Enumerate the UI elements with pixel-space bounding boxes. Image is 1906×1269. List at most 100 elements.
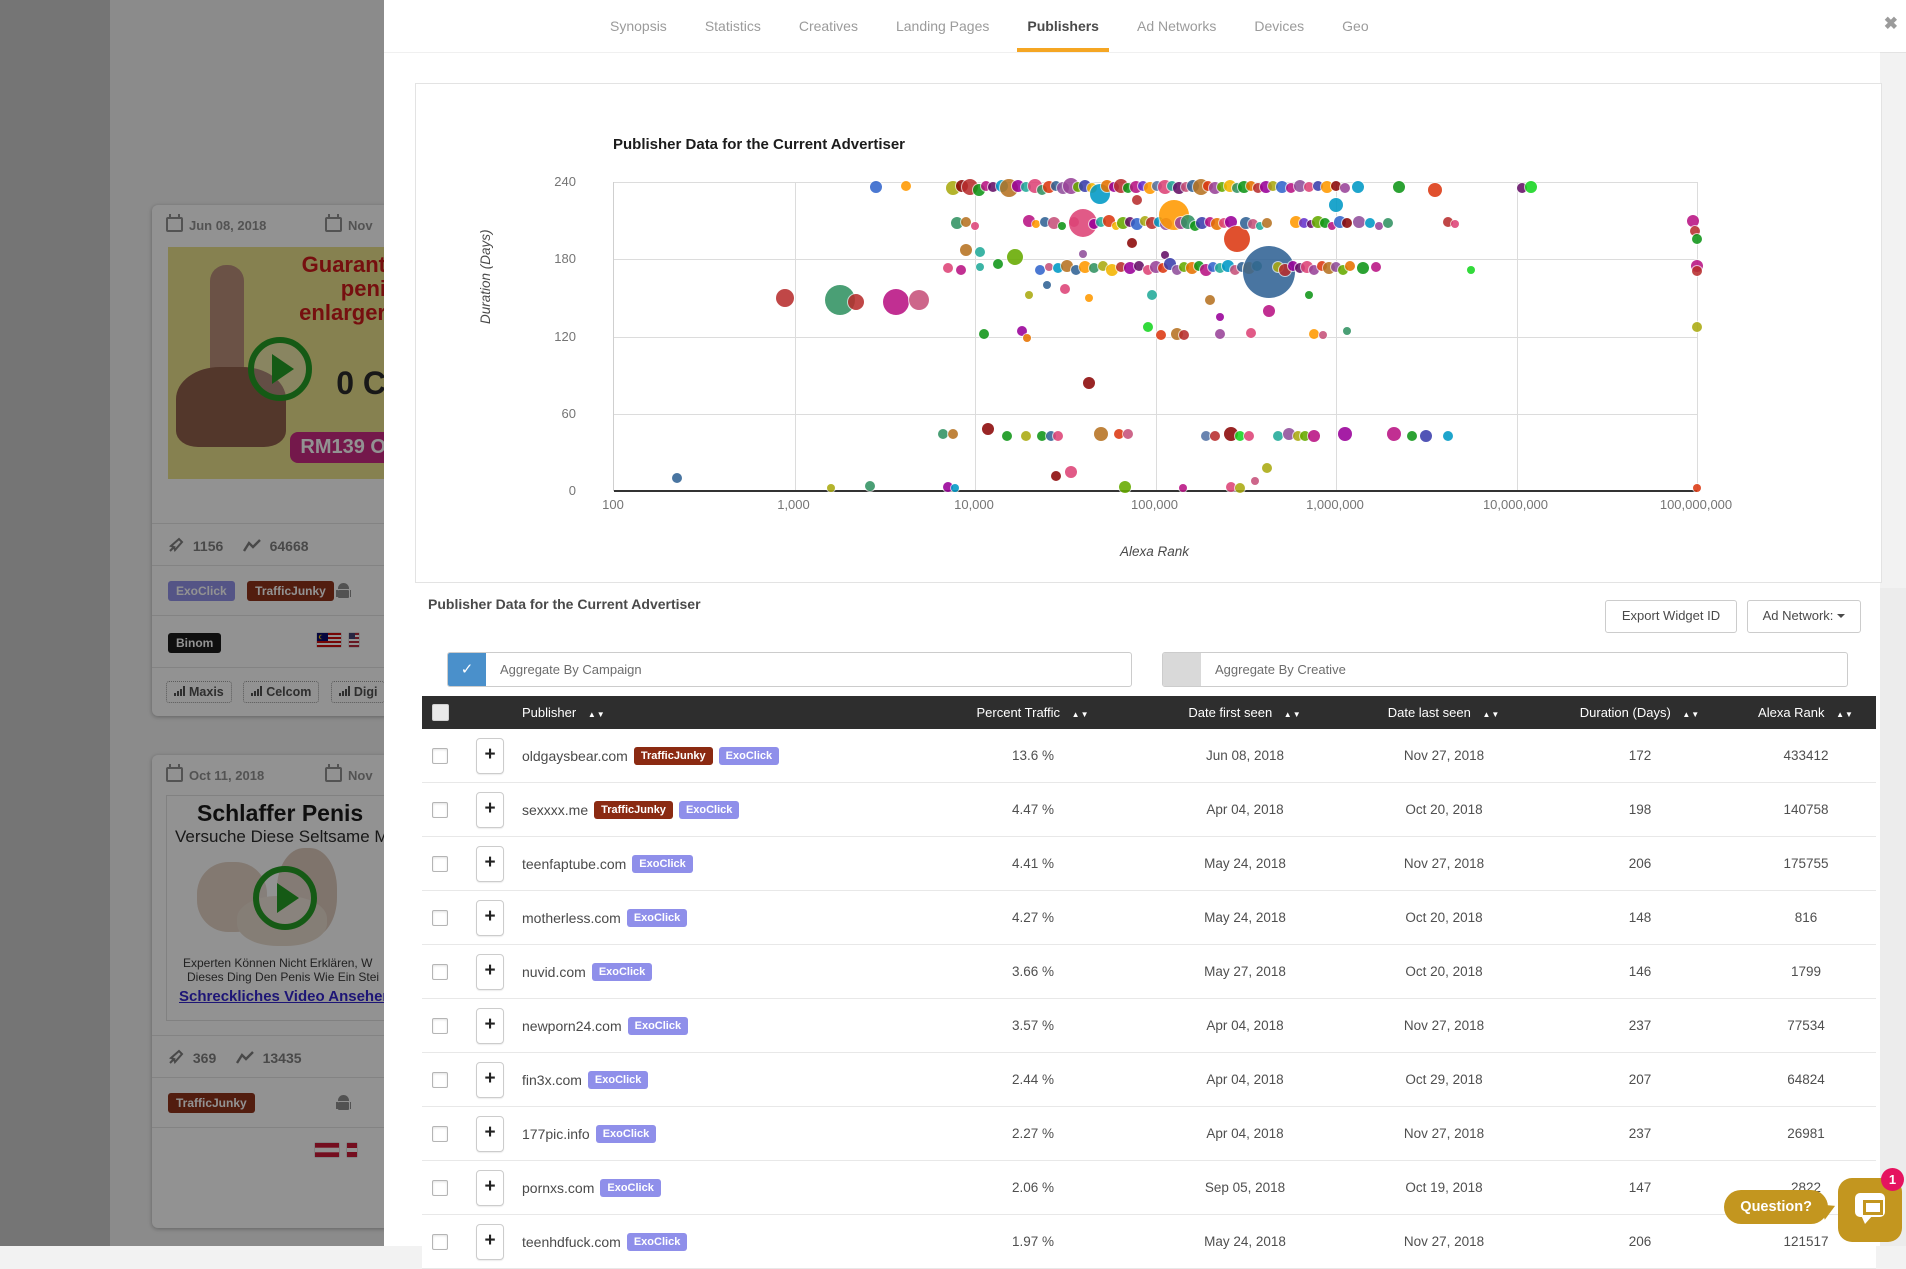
expand-row-button[interactable]: +: [476, 1007, 504, 1044]
data-bubble[interactable]: [1442, 216, 1453, 227]
data-bubble[interactable]: [1331, 261, 1341, 272]
sort-arrows-icon[interactable]: ▲▼: [587, 710, 606, 719]
data-bubble[interactable]: [1293, 179, 1306, 192]
data-bubble[interactable]: [1320, 218, 1331, 229]
data-bubble[interactable]: [1693, 484, 1701, 493]
expand-row-button[interactable]: +: [476, 1115, 504, 1152]
tab-statistics[interactable]: Statistics: [704, 18, 761, 34]
data-bubble[interactable]: [1226, 482, 1237, 493]
data-bubble[interactable]: [1319, 331, 1328, 340]
data-bubble[interactable]: [1094, 427, 1109, 442]
data-bubble[interactable]: [1020, 430, 1031, 441]
data-bubble[interactable]: [1692, 265, 1702, 276]
data-bubble[interactable]: [901, 180, 912, 191]
data-bubble[interactable]: [1116, 261, 1127, 272]
data-bubble[interactable]: [1247, 219, 1258, 230]
column-header-date-last-seen[interactable]: Date last seen ▲▼: [1387, 705, 1501, 720]
row-checkbox[interactable]: [432, 963, 448, 980]
data-bubble[interactable]: [1467, 265, 1476, 274]
publisher-name[interactable]: oldgaysbear.com: [522, 747, 628, 764]
data-bubble[interactable]: [1235, 483, 1246, 494]
data-bubble[interactable]: [1204, 216, 1215, 227]
data-bubble[interactable]: [1002, 430, 1013, 441]
data-bubble[interactable]: [1179, 330, 1190, 341]
data-bubble[interactable]: [1386, 427, 1401, 442]
network-badge-exoclick[interactable]: ExoClick: [168, 581, 235, 601]
modal-backdrop[interactable]: [0, 0, 384, 1246]
data-bubble[interactable]: [1273, 261, 1284, 272]
select-all-checkbox[interactable]: [431, 704, 449, 721]
data-bubble[interactable]: [672, 473, 683, 484]
data-bubble[interactable]: [1328, 221, 1337, 230]
data-bubble[interactable]: [1225, 215, 1238, 228]
data-bubble[interactable]: [1320, 181, 1333, 194]
tab-ad-networks[interactable]: Ad Networks: [1136, 18, 1217, 34]
data-bubble[interactable]: [1023, 214, 1036, 227]
data-bubble[interactable]: [1139, 215, 1150, 226]
data-bubble[interactable]: [942, 263, 953, 274]
data-bubble[interactable]: [1154, 216, 1165, 227]
data-bubble[interactable]: [1193, 260, 1204, 271]
tab-geo[interactable]: Geo: [1342, 18, 1369, 34]
data-bubble[interactable]: [951, 484, 960, 493]
chat-launcher-button[interactable]: 1: [1838, 1168, 1904, 1242]
data-bubble[interactable]: [1172, 264, 1183, 275]
data-bubble[interactable]: [1134, 260, 1145, 271]
sort-arrows-icon[interactable]: ▲▼: [1836, 710, 1854, 719]
tab-creatives[interactable]: Creatives: [798, 18, 858, 34]
data-bubble[interactable]: [1316, 260, 1327, 271]
data-bubble[interactable]: [1089, 219, 1100, 230]
data-bubble[interactable]: [993, 259, 1004, 270]
row-checkbox[interactable]: [432, 1179, 448, 1196]
publisher-name[interactable]: teenfaptube.com: [522, 855, 627, 872]
data-bubble[interactable]: [1053, 430, 1064, 441]
data-bubble[interactable]: [1262, 218, 1273, 229]
data-bubble[interactable]: [1375, 221, 1384, 230]
data-bubble[interactable]: [847, 293, 864, 310]
export-widget-id-button[interactable]: Export Widget ID: [1605, 600, 1737, 633]
expand-row-button[interactable]: +: [476, 899, 504, 936]
publisher-name[interactable]: newporn24.com: [522, 1017, 622, 1034]
data-bubble[interactable]: [1157, 263, 1168, 274]
data-bubble[interactable]: [1143, 322, 1154, 333]
data-bubble[interactable]: [937, 429, 948, 440]
tab-landing-pages[interactable]: Landing Pages: [895, 18, 990, 34]
column-header-percent-traffic[interactable]: Percent Traffic ▲▼: [976, 705, 1090, 720]
data-bubble[interactable]: [1051, 470, 1062, 481]
tab-synopsis[interactable]: Synopsis: [610, 18, 667, 34]
data-bubble[interactable]: [1032, 220, 1041, 229]
data-bubble[interactable]: [1687, 214, 1700, 227]
data-bubble[interactable]: [1016, 326, 1027, 337]
data-bubble[interactable]: [1692, 322, 1702, 333]
data-bubble[interactable]: [1079, 250, 1088, 259]
data-bubble[interactable]: [1051, 180, 1062, 191]
data-bubble[interactable]: [1216, 313, 1225, 322]
data-bubble[interactable]: [776, 288, 795, 307]
data-bubble[interactable]: [1125, 216, 1136, 227]
data-bubble[interactable]: [1179, 261, 1190, 272]
data-bubble[interactable]: [1111, 221, 1120, 230]
tab-devices[interactable]: Devices: [1254, 18, 1305, 34]
data-bubble[interactable]: [1204, 295, 1215, 306]
column-header-date-first-seen[interactable]: Date first seen ▲▼: [1188, 705, 1302, 720]
chat-question-bubble[interactable]: Question?: [1724, 1190, 1828, 1224]
data-bubble[interactable]: [1256, 221, 1265, 230]
data-bubble[interactable]: [1084, 293, 1093, 302]
data-bubble[interactable]: [1181, 182, 1192, 193]
creative-link[interactable]: Schreckliches Video Ansehen: [179, 988, 390, 1005]
expand-row-button[interactable]: +: [476, 791, 504, 828]
data-bubble[interactable]: [1137, 180, 1148, 191]
data-bubble[interactable]: [1246, 327, 1257, 338]
data-bubble[interactable]: [1309, 264, 1320, 275]
data-bubble[interactable]: [960, 216, 971, 227]
publisher-name[interactable]: pornxs.com: [522, 1179, 595, 1196]
data-bubble[interactable]: [882, 288, 909, 315]
tab-publishers[interactable]: Publishers: [1017, 0, 1109, 52]
data-bubble[interactable]: [1338, 427, 1353, 442]
data-bubble[interactable]: [1283, 428, 1296, 441]
data-bubble[interactable]: [1064, 465, 1077, 478]
data-bubble[interactable]: [1143, 264, 1154, 275]
data-bubble[interactable]: [1201, 430, 1212, 441]
data-bubble[interactable]: [1300, 430, 1311, 441]
data-bubble[interactable]: [1210, 430, 1221, 441]
